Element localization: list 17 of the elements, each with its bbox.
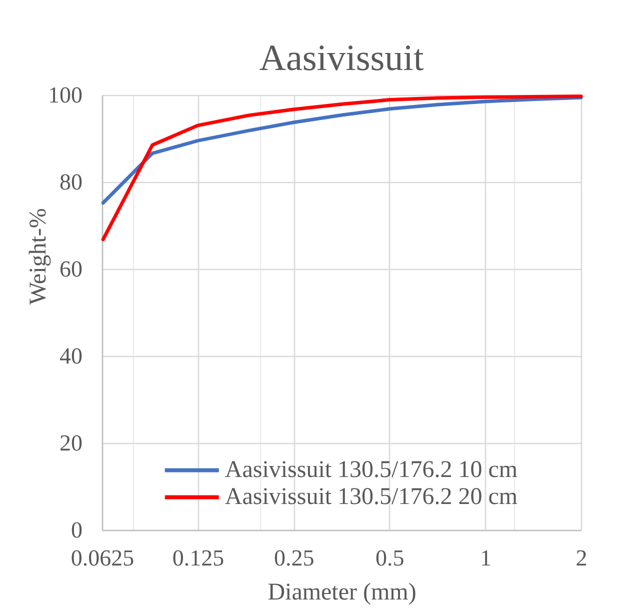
- y-axis-title: Weight-%: [26, 208, 52, 305]
- chart-title: Aasivissuit: [259, 38, 424, 79]
- y-tick-label: 20: [60, 430, 82, 456]
- x-tick-label: 0.125: [172, 546, 224, 570]
- y-tick-label: 60: [60, 256, 82, 282]
- legend-label: Aasivissuit 130.5/176.2 20 cm: [224, 484, 518, 510]
- y-tick-label: 100: [48, 82, 82, 108]
- y-tick-label: 0: [71, 518, 82, 542]
- x-tick-label: 2: [576, 546, 588, 570]
- x-axis-title: Diameter (mm): [268, 580, 416, 606]
- x-tick-label: 1: [480, 546, 492, 570]
- x-tick-label: 0.0625: [70, 546, 134, 570]
- x-tick-label: 0.25: [274, 546, 314, 570]
- y-tick-label: 40: [60, 344, 82, 368]
- x-tick-label: 0.5: [376, 546, 404, 570]
- y-tick-label: 80: [60, 170, 82, 194]
- legend-label: Aasivissuit 130.5/176.2 10 cm: [224, 457, 518, 484]
